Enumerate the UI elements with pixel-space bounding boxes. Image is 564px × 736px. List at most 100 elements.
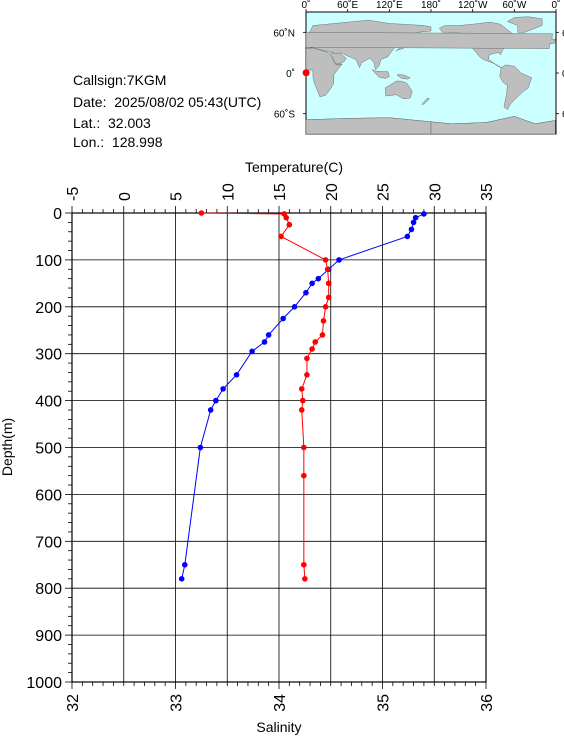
station-callsign: Callsign:7KGM [73, 72, 167, 88]
depth-tick-label: 100 [35, 253, 62, 270]
temperature-point [207, 407, 214, 413]
temperature-point [315, 275, 322, 282]
salinity-point [300, 397, 306, 404]
depth-axis-label: Depth(m) [0, 418, 15, 476]
salinity-point [301, 444, 307, 451]
depth-tick-label: 500 [35, 441, 62, 458]
land-greenland [506, 16, 543, 33]
map-longitude-label: 120˚E [376, 0, 403, 11]
salinity-point [322, 304, 329, 310]
salinity-tick-label: 36 [479, 694, 496, 712]
depth-tick-label: 800 [35, 581, 62, 598]
salinity-point [301, 472, 307, 479]
map-longitude-label: 60˚E [337, 0, 358, 11]
temperature-tick-label: 30 [427, 183, 444, 201]
depth-tick-label: 900 [35, 628, 62, 645]
world-map: 0˚ 60˚E 120˚E 180˚ 120˚W 60˚W 0˚ 60˚N 60˚N 0˚ 0˚ 60… [273, 0, 564, 135]
temperature-point [213, 397, 219, 404]
chart-series [178, 210, 427, 582]
map-latitude-label: 60˚S [562, 109, 564, 121]
land-africa [305, 47, 342, 97]
station-longitude: Lon.: 128.998 [73, 134, 163, 150]
land-south-america [499, 64, 532, 110]
salinity-point [298, 407, 305, 413]
map-latitude-label: 0˚ [286, 68, 295, 80]
depth-tick-label: 600 [35, 487, 62, 504]
land-antarctica-west [430, 116, 556, 135]
depth-tick-label: 1000 [26, 675, 62, 692]
temperature-point [197, 444, 204, 451]
map-longitude-label: 0˚ [552, 0, 561, 11]
salinity-point [322, 257, 329, 263]
temperature-tick-label: 10 [220, 183, 237, 201]
temperature-point [309, 280, 315, 287]
map-latitude-label: 0˚ [562, 68, 564, 80]
temperature-point [261, 339, 268, 345]
temperature-tick-label: 15 [272, 183, 289, 201]
salinity-point [286, 221, 293, 228]
temperature-point [233, 372, 240, 378]
land-arabia [329, 52, 347, 65]
temperature-point [291, 304, 298, 310]
temperature-axis-label: Temperature(C) [245, 159, 343, 175]
salinity-point [324, 266, 331, 273]
temperature-point [280, 315, 286, 322]
salinity-axis-label: Salinity [256, 719, 301, 735]
temperature-tick-label: -5 [65, 187, 82, 201]
temperature-tick-label: 35 [479, 183, 496, 201]
salinity-point [312, 339, 319, 345]
temperature-point [404, 233, 411, 240]
temperature-point [303, 289, 309, 296]
salinity-point [325, 280, 332, 287]
temperature-point [178, 576, 185, 582]
station-marker [302, 69, 310, 77]
temperature-point [410, 219, 417, 226]
land-australia [384, 80, 413, 99]
depth-tick-label: 700 [35, 534, 62, 551]
land-antarctica-east [305, 117, 432, 135]
temperature-point [220, 386, 226, 392]
temperature-tick-label: 5 [169, 192, 186, 201]
temperature-tick-label: 0 [117, 192, 134, 201]
land-newzealand [421, 97, 430, 106]
depth-tick-label: 400 [35, 394, 62, 411]
salinity-point [320, 318, 327, 324]
salinity-tick-label: 32 [65, 694, 82, 712]
salinity-point [304, 355, 310, 362]
salinity-point [198, 210, 205, 216]
temperature-tick-label: 20 [324, 183, 341, 201]
salinity-point [319, 332, 326, 338]
temperature-point [182, 561, 188, 568]
temperature-tick-label: 25 [376, 183, 393, 201]
station-date: Date: 2025/08/02 05:43(UTC) [73, 94, 262, 110]
temperature-point [421, 211, 427, 217]
map-longitude-label: 180˚ [421, 0, 441, 11]
land-indonesia [371, 69, 390, 79]
salinity-point [304, 372, 310, 378]
depth-tick-label: 0 [53, 206, 62, 223]
temperature-point [336, 257, 342, 263]
salinity-point [302, 576, 308, 582]
depth-tick-label: 200 [35, 300, 62, 317]
land-newguinea [397, 74, 411, 80]
salinity-point [301, 561, 307, 568]
temperature-point [412, 214, 419, 221]
chart-grid [65, 206, 487, 689]
map-longitude-label: 60˚W [502, 0, 526, 11]
salinity-point [278, 233, 284, 240]
map-latitude-label: 60˚N [273, 27, 295, 39]
map-latitude-label: 60˚N [562, 27, 564, 39]
salinity-tick-label: 34 [272, 694, 289, 712]
map-longitude-label: 0˚ [302, 0, 311, 11]
temperature-line [181, 213, 425, 579]
station-latitude: Lat.: 32.003 [73, 115, 151, 131]
map-longitude-label: 120˚W [458, 0, 488, 11]
salinity-point [298, 386, 305, 392]
salinity-tick-label: 33 [169, 694, 186, 712]
salinity-tick-label: 35 [376, 694, 393, 712]
temperature-point [408, 226, 415, 233]
salinity-point [283, 214, 290, 221]
depth-tick-label: 300 [35, 347, 62, 364]
